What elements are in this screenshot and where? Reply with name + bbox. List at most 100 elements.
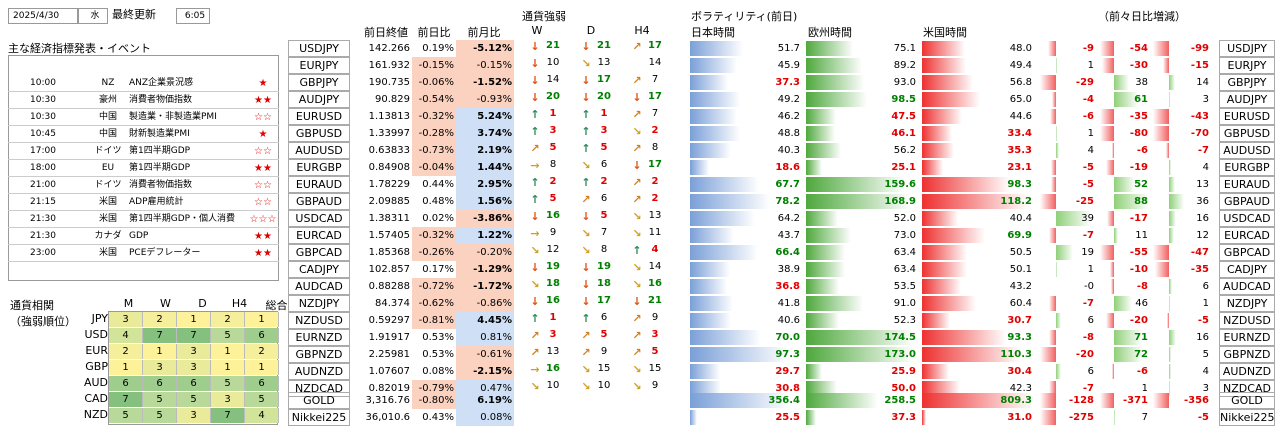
pair-label-right[interactable]: AUDNZD <box>1219 363 1275 380</box>
update-label: 最終更新 <box>112 8 156 21</box>
pair-label[interactable]: GOLD <box>288 392 350 409</box>
close-value: 0.84908 <box>368 162 410 173</box>
pair-label[interactable]: EURNZD <box>288 329 350 346</box>
diff-japan: 6 <box>1087 366 1094 377</box>
pair-label-right[interactable]: GBPNZD <box>1219 346 1275 363</box>
corr-cell: 3 <box>143 360 177 375</box>
strength-rank: 8 <box>651 142 659 153</box>
strength-rank: 5 <box>651 346 659 357</box>
day-change: 0.02% <box>412 210 456 227</box>
vol-japan: 67.7 <box>775 179 800 190</box>
pair-label[interactable]: EURUSD <box>288 108 350 125</box>
pair-label-right[interactable]: EURCAD <box>1219 227 1275 244</box>
pair-label[interactable]: CADJPY <box>288 261 350 278</box>
pair-label-right[interactable]: GBPJPY <box>1219 74 1275 91</box>
pair-label-right[interactable]: EURNZD <box>1219 329 1275 346</box>
diff-us: 16 <box>1196 213 1209 224</box>
pair-label[interactable]: AUDUSD <box>288 142 350 159</box>
vol-japan: 49.2 <box>777 94 800 105</box>
strength-rank: 10 <box>546 57 560 68</box>
pair-label[interactable]: EURCAD <box>288 227 350 244</box>
vol-japan-bar <box>690 75 728 90</box>
pair-row: CADJPY 102.857 0.17% -1.29% ↓ 19 ↓ 19 ↘ 14 38.9 63.… <box>0 261 1281 278</box>
pair-label-right[interactable]: EURGBP <box>1219 159 1275 176</box>
vol-us-bar <box>922 211 959 226</box>
diff-europe-bar <box>1100 109 1114 124</box>
strength-arrow-icon: ↓ <box>581 278 591 291</box>
pair-label-right[interactable]: USDCAD <box>1219 210 1275 227</box>
strength-arrow-icon: ↗ <box>530 329 540 342</box>
pair-label-right[interactable]: NZDJPY <box>1219 295 1275 312</box>
pair-label[interactable]: EURGBP <box>288 159 350 176</box>
vol-japan: 97.3 <box>775 349 800 360</box>
pair-label-right[interactable]: EURUSD <box>1219 108 1275 125</box>
strength-rank: 5 <box>600 329 608 340</box>
day-change: -0.04% <box>412 159 456 176</box>
vol-us: 42.3 <box>1009 383 1032 394</box>
pair-label[interactable]: GBPUSD <box>288 125 350 142</box>
diff-europe-bar <box>1100 245 1114 260</box>
pair-label-right[interactable]: CADJPY <box>1219 261 1275 278</box>
corr-col-header: M <box>123 297 134 310</box>
pair-label-right[interactable]: NZDUSD <box>1219 312 1275 329</box>
month-change: 0.08% <box>456 409 514 426</box>
vol-europe-bar <box>806 245 846 260</box>
pair-label[interactable]: AUDNZD <box>288 363 350 380</box>
strength-rank: 18 <box>597 278 611 289</box>
pair-label-right[interactable]: EURJPY <box>1219 57 1275 74</box>
vol-europe-bar <box>806 279 840 294</box>
vol-europe: 89.2 <box>893 60 916 71</box>
vol-europe-bar <box>806 330 915 345</box>
pair-label-right[interactable]: AUDJPY <box>1219 91 1275 108</box>
vol-japan: 25.5 <box>775 412 800 423</box>
strength-arrow-icon: ↓ <box>530 91 540 104</box>
diff-europe: -55 <box>1129 247 1148 258</box>
pair-label[interactable]: GBPCAD <box>288 244 350 261</box>
strength-arrow-icon: ↗ <box>632 74 642 87</box>
pair-label-right[interactable]: Nikkei225 <box>1219 409 1275 426</box>
pair-label[interactable]: AUDCAD <box>288 278 350 295</box>
pair-row: GBPAUD 2.09885 0.48% 1.56% ↑ 5 ↗ 6 ↗ 2 78.2 168.9 11… <box>0 193 1281 210</box>
diff-us: -99 <box>1190 43 1209 54</box>
event-row: 10:30 豪州 消費者物価指数 ★★ <box>8 92 279 109</box>
pair-label[interactable]: GBPNZD <box>288 346 350 363</box>
pair-label-right[interactable]: GBPUSD <box>1219 125 1275 142</box>
corr-cell: 6 <box>245 328 279 343</box>
pair-label[interactable]: EURJPY <box>288 57 350 74</box>
diff-japan: -29 <box>1075 77 1094 88</box>
pair-label[interactable]: NZDCAD <box>288 380 350 397</box>
diff-europe-bar <box>1100 126 1114 141</box>
pair-label-right[interactable]: GBPAUD <box>1219 193 1275 210</box>
diff-japan: -25 <box>1075 196 1094 207</box>
pair-label-right[interactable]: NZDCAD <box>1219 380 1275 397</box>
pair-label-right[interactable]: GOLD <box>1219 392 1275 409</box>
pair-label-right[interactable]: AUDUSD <box>1219 142 1275 159</box>
pair-label-right[interactable]: AUDCAD <box>1219 278 1275 295</box>
pair-label[interactable]: GBPAUD <box>288 193 350 210</box>
pair-label[interactable]: AUDJPY <box>288 91 350 108</box>
pair-label[interactable]: NZDJPY <box>288 295 350 312</box>
pair-label-right[interactable]: USDJPY <box>1219 40 1275 57</box>
pair-label[interactable]: USDCAD <box>288 210 350 227</box>
corr-ccy: JPY <box>91 312 108 325</box>
strength-arrow-icon: ↓ <box>581 261 591 274</box>
pair-label[interactable]: EURAUD <box>288 176 350 193</box>
vol-us: 31.0 <box>1007 412 1032 423</box>
pair-label[interactable]: USDJPY <box>288 40 350 57</box>
strength-arrow-icon: ↓ <box>530 74 540 87</box>
event-country: 米国 <box>98 248 117 258</box>
vol-japan-bar <box>690 109 738 124</box>
diff-europe: -8 <box>1136 281 1148 292</box>
event-importance: ★★ <box>254 231 272 242</box>
event-time: 10:30 <box>30 95 56 105</box>
event-name: GDP <box>129 231 149 241</box>
col-close: 前日終値 <box>364 26 408 39</box>
pair-label-right[interactable]: GBPCAD <box>1219 244 1275 261</box>
pair-label[interactable]: GBPJPY <box>288 74 350 91</box>
pair-label[interactable]: NZDUSD <box>288 312 350 329</box>
day-change: 0.53% <box>412 329 456 346</box>
vol-europe: 174.5 <box>884 332 916 343</box>
pair-label[interactable]: Nikkei225 <box>288 409 350 426</box>
vol-us: 35.3 <box>1007 145 1032 156</box>
pair-label-right[interactable]: EURAUD <box>1219 176 1275 193</box>
